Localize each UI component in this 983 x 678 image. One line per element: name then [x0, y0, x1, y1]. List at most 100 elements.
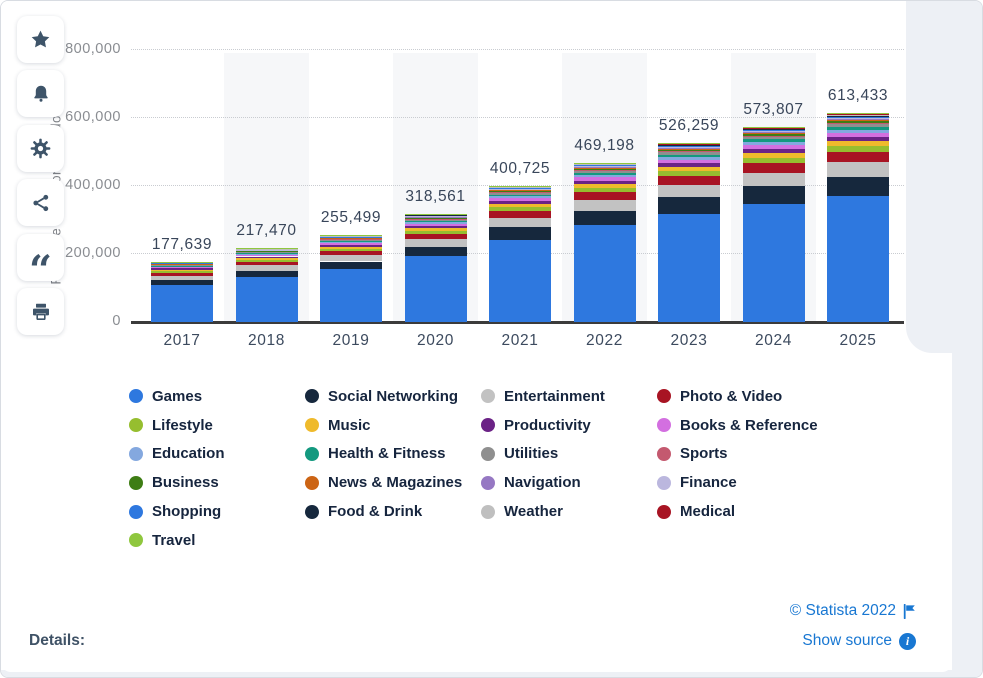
- legend-item-finance[interactable]: Finance: [657, 474, 833, 491]
- bar-segment-2023-games[interactable]: [658, 213, 720, 322]
- bar-segment-2021-music[interactable]: [489, 203, 551, 208]
- bar-segment-2021-games[interactable]: [489, 239, 551, 322]
- bar-segment-2022-entertainment[interactable]: [573, 199, 636, 211]
- bar-segment-2022-finance[interactable]: [573, 165, 636, 167]
- bar-segment-2024-lifestyle[interactable]: [742, 157, 805, 163]
- bar-segment-2018-social-networking[interactable]: [235, 270, 298, 278]
- bar-segment-2022-health-fitness[interactable]: [573, 172, 636, 175]
- bar-segment-2025-entertainment[interactable]: [827, 162, 889, 177]
- bar-segment-2025-business[interactable]: [827, 121, 889, 123]
- bar-segment-2024-utilities[interactable]: [742, 137, 805, 140]
- bar-segment-2018-books-reference[interactable]: [235, 254, 298, 257]
- bar-segment-2025-games[interactable]: [827, 195, 889, 322]
- show-source-link[interactable]: Show source i: [802, 632, 916, 650]
- bar-segment-2024-news-magazines[interactable]: [742, 133, 805, 135]
- legend-item-social-networking[interactable]: Social Networking: [305, 388, 481, 405]
- bar-segment-2020-shopping[interactable]: [404, 215, 467, 216]
- bar-segment-2022-shopping[interactable]: [573, 165, 636, 166]
- bar-segment-2025-finance[interactable]: [827, 117, 889, 119]
- bar-segment-2018-games[interactable]: [235, 277, 298, 322]
- bar-segment-2024-music[interactable]: [742, 152, 805, 158]
- bar-segment-2018-photo-video[interactable]: [235, 261, 298, 266]
- bar-segment-2021-entertainment[interactable]: [489, 217, 551, 228]
- legend-item-weather[interactable]: Weather: [481, 503, 657, 520]
- bar-segment-2023-social-networking[interactable]: [658, 197, 720, 214]
- bar-segment-2020-navigation[interactable]: [404, 216, 467, 218]
- bar-segment-2020-education[interactable]: [404, 222, 467, 224]
- bar-segment-2017-photo-video[interactable]: [151, 272, 213, 276]
- bar-segment-2019-education[interactable]: [320, 241, 382, 244]
- bar-segment-2019-lifestyle[interactable]: [320, 248, 382, 252]
- bar-segment-2023-shopping[interactable]: [658, 145, 720, 147]
- bar-segment-2021-food-drink[interactable]: [489, 187, 551, 188]
- bar-segment-2017-productivity[interactable]: [151, 268, 213, 270]
- bar-segment-2017-music[interactable]: [151, 269, 213, 272]
- bar-segment-2019-books-reference[interactable]: [320, 243, 382, 246]
- share-button[interactable]: [17, 179, 64, 226]
- bar-segment-2021-books-reference[interactable]: [489, 198, 551, 202]
- bar-segment-2020-games[interactable]: [404, 256, 467, 322]
- statista-copyright-link[interactable]: © Statista 2022: [790, 602, 916, 620]
- bar-segment-2025-lifestyle[interactable]: [827, 146, 889, 152]
- bar-segment-2023-finance[interactable]: [658, 146, 720, 148]
- bar-segment-2021-social-networking[interactable]: [489, 227, 551, 240]
- bar-segment-2020-business[interactable]: [404, 217, 467, 219]
- bar-segment-2020-utilities[interactable]: [404, 219, 467, 221]
- bar-segment-2021-travel[interactable]: [489, 185, 551, 187]
- bar-segment-2022-education[interactable]: [573, 174, 636, 178]
- bar-segment-2024-travel[interactable]: [742, 126, 805, 128]
- bar-segment-2025-education[interactable]: [827, 129, 889, 133]
- bar-segment-2020-health-fitness[interactable]: [404, 220, 467, 223]
- bar-segment-2023-lifestyle[interactable]: [658, 171, 720, 177]
- bar-segment-2018-health-fitness[interactable]: [235, 252, 298, 254]
- bar-segment-2025-social-networking[interactable]: [827, 176, 889, 196]
- bar-segment-2025-photo-video[interactable]: [827, 151, 889, 163]
- bar-segment-2024-food-drink[interactable]: [742, 129, 805, 130]
- bar-segment-2021-education[interactable]: [489, 196, 551, 199]
- legend-item-books-reference[interactable]: Books & Reference: [657, 417, 833, 434]
- bar-segment-2024-business[interactable]: [742, 134, 805, 136]
- bar-segment-2024-education[interactable]: [742, 142, 805, 146]
- bar-segment-2022-sports[interactable]: [573, 169, 636, 171]
- bar-segment-2022-weather[interactable]: [573, 163, 636, 165]
- bar-segment-2022-food-drink[interactable]: [573, 164, 636, 165]
- legend-item-sports[interactable]: Sports: [657, 445, 833, 462]
- bar-segment-2024-weather[interactable]: [742, 128, 805, 130]
- bar-segment-2022-news-magazines[interactable]: [573, 167, 636, 169]
- bar-segment-2022-games[interactable]: [573, 225, 636, 322]
- bar-segment-2019-productivity[interactable]: [320, 245, 382, 247]
- bar-segment-2025-music[interactable]: [827, 140, 889, 147]
- bar-segment-2022-business[interactable]: [573, 168, 636, 170]
- bar-segment-2017-social-networking[interactable]: [151, 279, 213, 286]
- bar-segment-2018-business[interactable]: [235, 250, 298, 252]
- bar-segment-2021-business[interactable]: [489, 190, 551, 192]
- bar-segment-2023-books-reference[interactable]: [658, 159, 720, 164]
- legend-item-lifestyle[interactable]: Lifestyle: [129, 417, 305, 434]
- bar-segment-2023-productivity[interactable]: [658, 163, 720, 167]
- bar-segment-2024-productivity[interactable]: [742, 149, 805, 153]
- bar-segment-2022-productivity[interactable]: [573, 180, 636, 184]
- bar-segment-2024-health-fitness[interactable]: [742, 139, 805, 142]
- bar-segment-2021-photo-video[interactable]: [489, 210, 551, 218]
- bar-segment-2022-photo-video[interactable]: [573, 191, 636, 200]
- bar-segment-2020-news-magazines[interactable]: [404, 217, 467, 218]
- bar-segment-2022-navigation[interactable]: [573, 166, 636, 168]
- bar-segment-2024-photo-video[interactable]: [742, 162, 805, 173]
- bar-segment-2020-lifestyle[interactable]: [404, 230, 467, 234]
- bar-segment-2025-health-fitness[interactable]: [827, 126, 889, 130]
- legend-item-health-fitness[interactable]: Health & Fitness: [305, 445, 481, 462]
- bar-segment-2021-weather[interactable]: [489, 186, 551, 188]
- bar-segment-2018-sports[interactable]: [235, 251, 298, 252]
- bar-segment-2018-lifestyle[interactable]: [235, 259, 298, 262]
- bar-segment-2019-sports[interactable]: [320, 239, 382, 240]
- bar-segment-2023-weather[interactable]: [658, 144, 720, 146]
- bar-segment-2018-entertainment[interactable]: [235, 265, 298, 271]
- favorite-button[interactable]: [17, 16, 64, 63]
- bar-segment-2023-health-fitness[interactable]: [658, 154, 720, 157]
- bar-segment-2023-food-drink[interactable]: [658, 145, 720, 146]
- bar-segment-2019-news-magazines[interactable]: [320, 237, 382, 239]
- bar-segment-2019-photo-video[interactable]: [320, 251, 382, 256]
- bar-segment-2022-social-networking[interactable]: [573, 210, 636, 226]
- legend-item-shopping[interactable]: Shopping: [129, 503, 305, 520]
- bar-segment-2025-medical[interactable]: [827, 114, 889, 115]
